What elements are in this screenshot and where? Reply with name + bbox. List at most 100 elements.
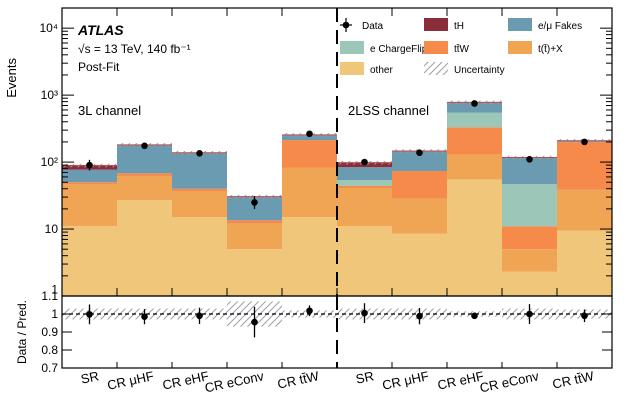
bar-ttx-6	[392, 198, 447, 234]
channel-3l-label: 3L channel	[78, 103, 141, 118]
legend-item-data: Data	[340, 18, 384, 32]
data-point-7	[471, 100, 478, 107]
x-tick-label-1: CR μHF	[106, 368, 155, 392]
x-tick-label-8: CR eConv	[478, 368, 540, 395]
data-point-8	[526, 156, 533, 163]
channel-2lss-label: 2LSS channel	[348, 103, 429, 118]
bar-ttw-5	[337, 185, 392, 189]
bar-other-6	[392, 233, 447, 296]
legend: Data tH e/μ Fakes e ChargeFlip tt̄W t(t̄…	[340, 18, 582, 76]
bar-chargeflip-5	[337, 179, 392, 186]
bar-other-9	[557, 230, 612, 296]
ytick-label-4: 10⁴	[39, 21, 58, 35]
bar-chargeflip-7	[447, 112, 502, 128]
bar-ttw-4	[282, 140, 337, 168]
ratio-points	[86, 303, 588, 338]
ratio-point-1	[141, 313, 148, 321]
bar-ttw-8	[502, 226, 557, 250]
bar-ttx-0	[62, 184, 117, 227]
ratio-point-9	[581, 312, 588, 320]
ratio-point-3	[251, 318, 258, 326]
x-tick-label-4: CR tt̄W	[276, 368, 321, 392]
data-point-1	[141, 142, 148, 150]
bar-ttx-2	[172, 190, 227, 218]
y-axis-label: Events	[4, 58, 19, 98]
data-point-3	[251, 199, 258, 206]
data-point-5	[361, 158, 368, 166]
bar-other-3	[227, 249, 282, 296]
ratio-ytick-label-0: 0.7	[41, 361, 58, 375]
ratio-point-5	[361, 309, 368, 317]
bar-fakes-5	[337, 167, 392, 180]
bar-other-8	[502, 271, 557, 296]
bar-other-1	[117, 200, 172, 296]
x-tick-label-3: CR eConv	[203, 368, 265, 395]
legend-label-uncertainty: Uncertainty	[454, 65, 505, 76]
bar-ttw-9	[557, 142, 612, 190]
bar-ttx-4	[282, 167, 337, 218]
ratio-point-2	[196, 312, 203, 320]
legend-label-th: tH	[454, 21, 464, 32]
ratio-point-8	[526, 310, 533, 318]
legend-label-ttw: tt̄W	[454, 43, 470, 55]
legend-item-fakes: e/μ Fakes	[508, 18, 582, 32]
legend-label-fakes: e/μ Fakes	[538, 21, 582, 32]
legend-item-other: other	[340, 62, 393, 76]
x-tick-label-5: SR	[354, 368, 375, 386]
data-point-9	[581, 138, 588, 146]
bar-ttx-3	[227, 223, 282, 250]
bar-ttx-8	[502, 249, 557, 272]
atlas-label: ATLAS	[77, 22, 124, 38]
main-y-ticks: 10 10² 10³ 10⁴ 1	[39, 7, 612, 297]
ytick-label-1: 10	[45, 222, 59, 236]
bar-other-2	[172, 217, 227, 296]
legend-label-other: other	[370, 65, 393, 76]
x-tick-label-6: CR μHF	[381, 368, 430, 392]
data-point-6	[416, 149, 423, 157]
bar-fakes-0	[62, 169, 117, 183]
stacked-bars	[62, 102, 612, 296]
bar-ttw-1	[117, 173, 172, 176]
legend-item-ttw: tt̄W	[424, 41, 470, 55]
ratio-ytick-label-1: 0.8	[41, 343, 58, 357]
ratio-ytick-label-3: 1	[51, 307, 58, 321]
bar-fakes-4	[282, 134, 337, 141]
legend-item-uncertainty: Uncertainty	[424, 62, 505, 76]
ratio-point-6	[416, 312, 423, 320]
legend-label-ttx: t(t̄)+X	[538, 43, 563, 55]
bar-other-0	[62, 226, 117, 296]
bar-ttw-7	[447, 127, 502, 155]
legend-item-chargeflip: e ChargeFlip	[340, 41, 428, 55]
ratio-ytick-label-4: 1.1	[41, 289, 58, 303]
bar-other-4	[282, 217, 337, 296]
legend-label-data: Data	[362, 21, 384, 32]
bar-ttw-6	[392, 171, 447, 199]
bar-ttx-1	[117, 175, 172, 201]
bar-ttw-0	[62, 182, 117, 185]
ratio-panel: 0.70.80.911.1 Data / Pred. SR CR μHF CR eH…	[15, 289, 613, 395]
bar-ttx-9	[557, 189, 612, 231]
data-points	[86, 100, 588, 209]
bar-chargeflip-8	[502, 184, 557, 227]
bar-ttw-3	[227, 220, 282, 224]
data-point-2	[196, 150, 203, 157]
ratio-point-7	[471, 312, 478, 320]
ratio-y-ticks: 0.7 0.8 0.9 1 1.1	[41, 289, 612, 375]
ytick-label-3: 10³	[41, 88, 58, 102]
ytick-label-0: 1	[51, 283, 58, 297]
ratio-ytick-label-2: 0.9	[41, 325, 58, 339]
x-tick-label-0: SR	[79, 368, 100, 386]
ratio-y-axis-label: Data / Pred.	[15, 300, 29, 364]
ytick-label-2: 10²	[41, 155, 58, 169]
legend-item-ttx: t(t̄)+X	[508, 41, 563, 55]
legend-item-th: tH	[424, 18, 464, 32]
bar-fakes-7	[447, 102, 502, 113]
postfit-label: Post-Fit	[78, 60, 120, 74]
bar-fakes-2	[172, 152, 227, 189]
ratio-point-4	[306, 307, 313, 315]
bar-other-5	[337, 226, 392, 296]
ratio-point-0	[86, 311, 93, 318]
x-tick-label-9: CR tt̄W	[551, 368, 596, 392]
